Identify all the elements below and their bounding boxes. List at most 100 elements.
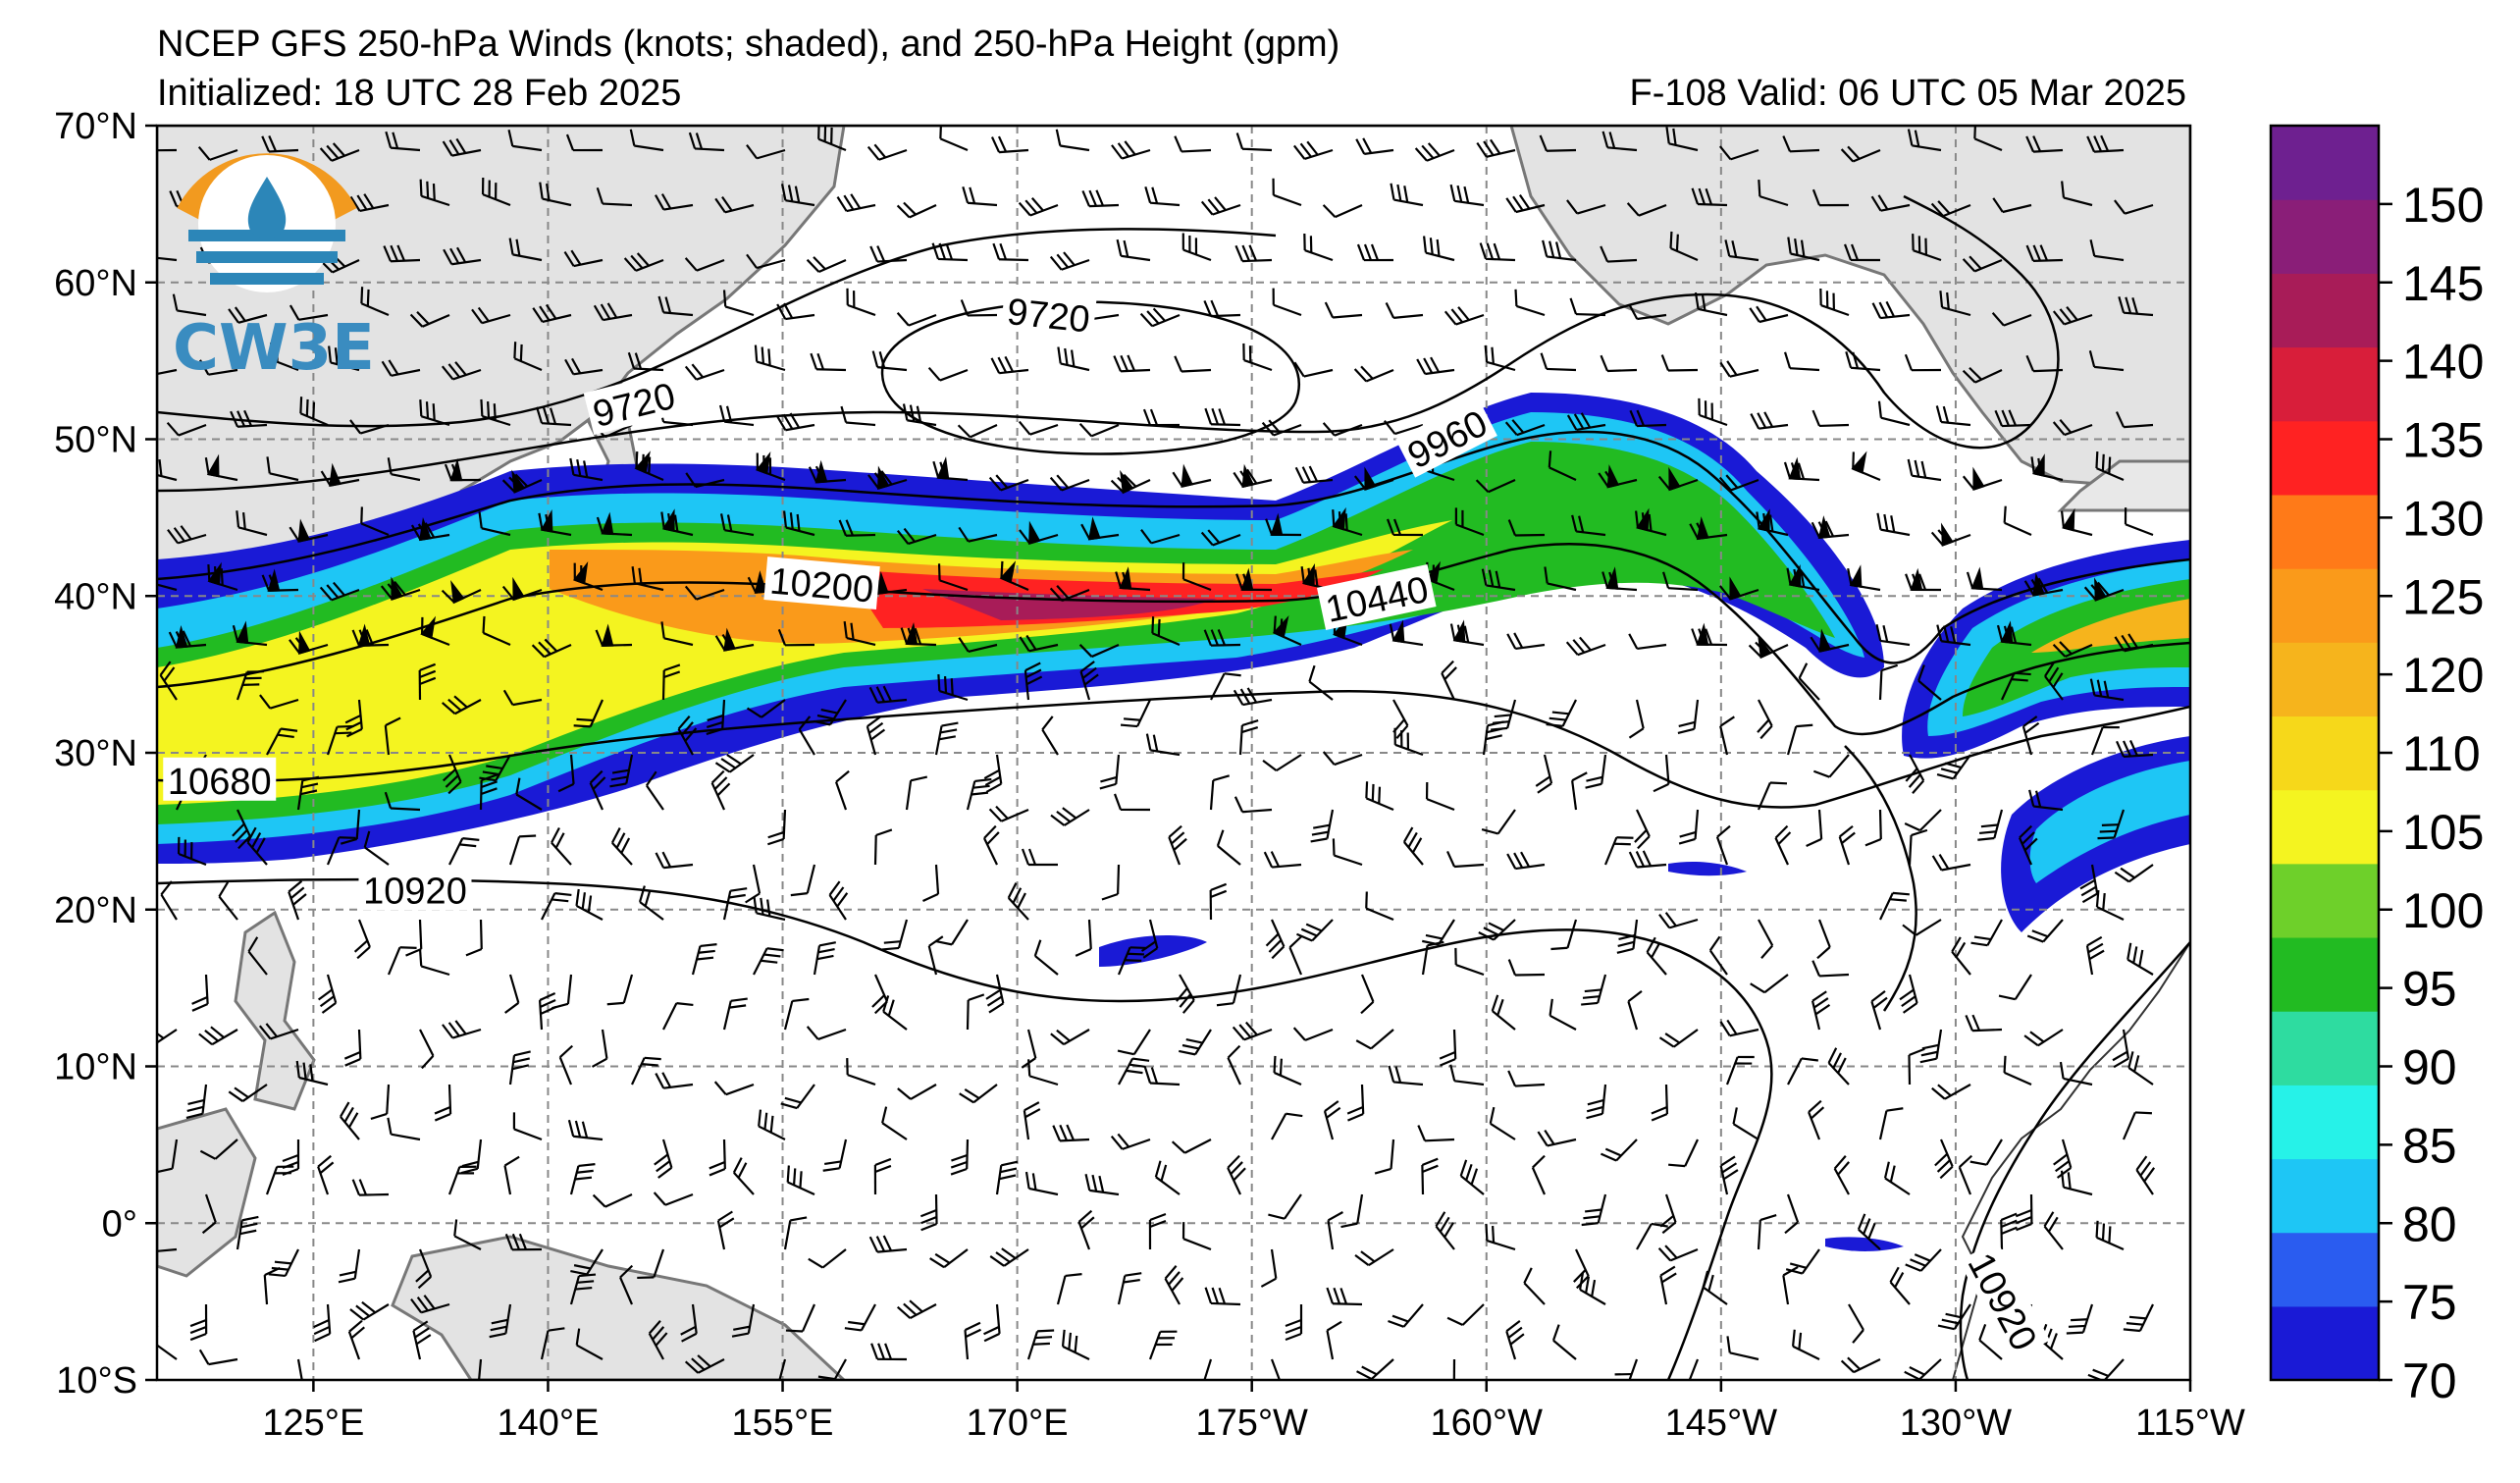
wind-barb — [1725, 1055, 1755, 1086]
wind-barb — [1263, 851, 1302, 869]
wind-barb — [1694, 291, 1728, 317]
wind-barb — [2088, 350, 2125, 372]
wind-barb — [1507, 1070, 1546, 1087]
wind-barb — [1021, 848, 1058, 867]
wind-barb — [326, 836, 356, 866]
wind-barb — [591, 1029, 608, 1068]
wind-barb — [442, 1020, 482, 1039]
wind-barb — [351, 623, 390, 647]
wind-barb — [1783, 351, 1820, 372]
wind-barb — [1566, 199, 1606, 215]
wind-barb — [1272, 178, 1302, 207]
wind-barb — [1877, 400, 1911, 427]
wind-barb — [1875, 624, 1911, 647]
wind-barb — [680, 1303, 698, 1343]
wind-barb — [1571, 514, 1606, 537]
contour-9720-west — [157, 228, 1277, 428]
wind-barb — [983, 1303, 1001, 1343]
wind-barb — [785, 1303, 816, 1333]
wind-barb — [688, 132, 725, 152]
wind-barb — [838, 519, 876, 537]
wind-barb — [2044, 662, 2064, 701]
wind-barb — [1383, 419, 1424, 436]
wind-barb — [1452, 1358, 1456, 1380]
wind-barb — [1581, 974, 1607, 1006]
wind-barb — [1049, 251, 1090, 271]
wind-barb — [902, 403, 937, 427]
wind-barb — [1332, 506, 1363, 537]
wind-barb — [808, 459, 847, 484]
wind-barb — [347, 1319, 365, 1360]
wind-barb — [410, 517, 450, 542]
wind-barb — [657, 295, 694, 317]
wind-barb — [513, 342, 543, 372]
lon-tick-label: 130°W — [1900, 1403, 2013, 1444]
colorbar-swatch — [2271, 420, 2379, 496]
wind-barb — [1930, 522, 1971, 547]
wind-barb — [905, 775, 928, 811]
wind-barb — [1786, 723, 1813, 756]
wind-barb — [596, 186, 633, 207]
wind-barb — [1601, 566, 1638, 592]
wind-barb — [1117, 1272, 1142, 1305]
contour-trough — [1844, 745, 1917, 1012]
wind-barb — [1678, 809, 1700, 845]
wind-barb — [1507, 519, 1546, 537]
wind-barb — [489, 1303, 512, 1339]
wind-barb — [843, 621, 876, 647]
wind-barb — [508, 1050, 531, 1086]
wind-barb — [1812, 754, 1850, 778]
wind-barb — [410, 1295, 450, 1314]
colorbar-swatch — [2271, 1232, 2379, 1307]
wind-barb — [869, 245, 908, 263]
wind-barb — [662, 1002, 694, 1031]
wind-barb — [1603, 836, 1634, 866]
wind-barb — [1423, 236, 1455, 262]
wind-barb — [813, 941, 836, 976]
wind-barb — [1293, 361, 1334, 378]
colorbar-tick-label: 125 — [2402, 569, 2484, 624]
wind-barb — [2003, 505, 2032, 537]
wind-barb — [677, 715, 698, 756]
wind-barb — [1504, 419, 1546, 437]
wind-barb — [1260, 1248, 1278, 1288]
wind-barb — [1374, 1139, 1395, 1175]
wind-barb — [1531, 1154, 1547, 1195]
wind-barb — [2028, 789, 2064, 812]
wind-barb — [1548, 450, 1577, 481]
wind-barb — [1686, 1358, 1700, 1380]
wind-barb — [1845, 351, 1881, 372]
wind-barb — [722, 997, 748, 1031]
wind-barb — [1110, 469, 1151, 495]
wind-barb — [655, 193, 694, 211]
wind-barb — [478, 511, 511, 537]
wind-barb — [619, 1264, 634, 1305]
wind-barb — [2023, 1029, 2064, 1047]
wind-barb — [218, 881, 238, 921]
wind-barb — [157, 368, 178, 377]
wind-barb — [157, 581, 178, 592]
wind-barb — [1181, 1222, 1212, 1251]
wind-barb — [866, 143, 908, 161]
wind-barb — [201, 1193, 217, 1235]
wind-barb — [1261, 419, 1302, 437]
wind-barb — [1050, 807, 1090, 826]
wind-barb — [1356, 1358, 1394, 1380]
wind-barb — [289, 630, 329, 655]
wind-barb — [1355, 1029, 1394, 1050]
wind-barb — [1203, 299, 1241, 318]
wind-barb — [1838, 824, 1856, 866]
wind-barb — [261, 568, 299, 592]
wind-barb — [840, 405, 876, 427]
wind-barb — [1300, 563, 1334, 592]
wind-barb — [1931, 854, 1971, 872]
wind-barb — [1653, 754, 1670, 793]
contour-label-text: 10680 — [168, 762, 272, 803]
wind-barb — [1227, 1154, 1246, 1195]
wind-barb — [319, 142, 360, 162]
wind-barb — [1783, 456, 1820, 482]
wind-barb — [780, 1084, 815, 1110]
colorbar: 70 75 80 85 90 95 100 105 110 120 125 130 135 140 145 1… — [2271, 126, 2484, 1408]
wind-barb — [1209, 774, 1231, 811]
